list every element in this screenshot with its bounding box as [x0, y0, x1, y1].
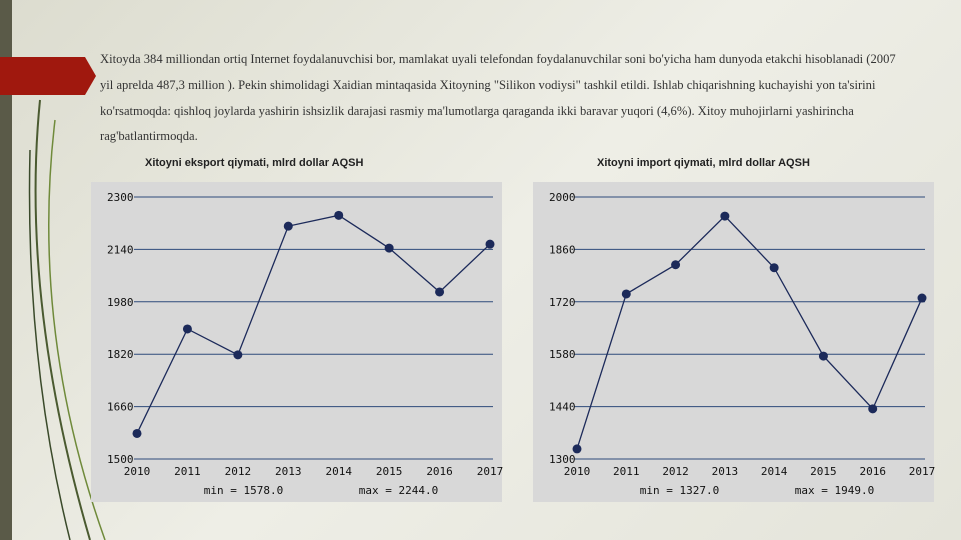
- chart-title: Xitoyni import qiymati, mlrd dollar AQSH: [597, 157, 810, 169]
- data-point: [435, 287, 445, 297]
- x-tick-label: 2016: [426, 465, 453, 478]
- y-tick-label: 1660: [107, 401, 134, 414]
- y-tick-label: 1820: [107, 348, 134, 361]
- x-tick-label: 2010: [124, 465, 151, 478]
- data-point: [720, 211, 730, 221]
- data-point: [334, 210, 344, 220]
- annotation: min = 1578.0: [204, 484, 283, 497]
- data-line: [136, 214, 491, 434]
- y-tick-label: 1720: [549, 296, 576, 309]
- data-point: [621, 289, 631, 299]
- y-tick-label: 2140: [107, 243, 134, 256]
- x-tick-label: 2015: [376, 465, 403, 478]
- x-tick-label: 2015: [810, 465, 837, 478]
- x-tick-label: 2017: [477, 465, 504, 478]
- annotation: min = 1327.0: [640, 484, 719, 497]
- data-point: [917, 293, 927, 303]
- data-point: [818, 351, 828, 361]
- annotation: max = 1949.0: [795, 484, 874, 497]
- data-point: [485, 239, 495, 249]
- y-tick-label: 1440: [549, 401, 576, 414]
- paragraph: Xitoyda 384 milliondan ortiq Internet fo…: [100, 52, 896, 144]
- x-tick-label: 2013: [275, 465, 302, 478]
- data-point: [671, 260, 681, 270]
- data-point: [233, 350, 243, 360]
- x-tick-label: 2010: [564, 465, 591, 478]
- x-tick-label: 2012: [662, 465, 689, 478]
- data-point: [182, 324, 192, 334]
- chart-panel: [533, 182, 934, 502]
- x-tick-label: 2014: [761, 465, 788, 478]
- chart-title: Xitoyni eksport qiymati, mlrd dollar AQS…: [145, 157, 364, 169]
- y-tick-label: 1980: [107, 296, 134, 309]
- y-tick-label: 2300: [107, 191, 134, 204]
- data-point: [868, 404, 878, 414]
- x-tick-label: 2011: [613, 465, 640, 478]
- x-tick-label: 2016: [859, 465, 886, 478]
- data-point: [283, 221, 293, 231]
- y-tick-label: 1580: [549, 348, 576, 361]
- y-tick-label: 1860: [549, 243, 576, 256]
- y-tick-label: 1500: [107, 453, 134, 466]
- x-tick-label: 2011: [174, 465, 201, 478]
- y-tick-label: 1300: [549, 453, 576, 466]
- x-tick-label: 2014: [325, 465, 352, 478]
- data-point: [384, 243, 394, 253]
- data-point: [572, 444, 582, 454]
- x-tick-label: 2017: [909, 465, 936, 478]
- x-tick-label: 2012: [225, 465, 252, 478]
- data-line: [576, 215, 923, 450]
- data-point: [132, 428, 142, 438]
- annotation: max = 2244.0: [359, 484, 438, 497]
- y-tick-label: 2000: [549, 191, 576, 204]
- x-tick-label: 2013: [712, 465, 739, 478]
- data-point: [769, 263, 779, 273]
- chart-panel: [91, 182, 502, 502]
